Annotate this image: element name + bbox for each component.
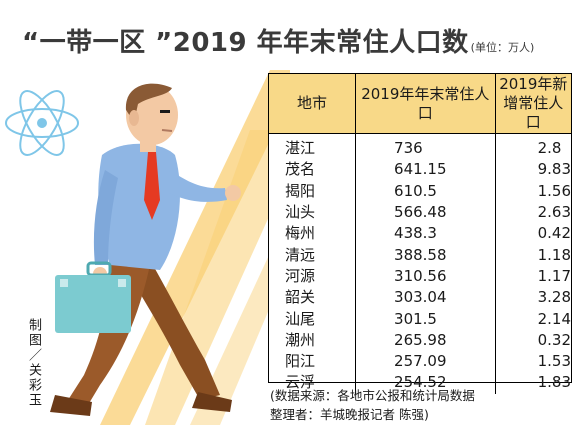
table-row: 阳江 257.09 1.53 [269, 350, 571, 373]
table-row: 梅州 438.3 0.42 [269, 223, 571, 245]
cell-increase: 2.8 [494, 133, 571, 160]
table-row: 揭阳 610.5 1.56 [269, 180, 571, 202]
cell-city: 韶关 [285, 288, 316, 307]
credit-text: 制图／关彩玉 [26, 318, 41, 408]
cell-city: 茂名 [285, 160, 316, 179]
cell-city: 河源 [285, 266, 316, 285]
atom-icon [5, 90, 79, 156]
cell-increase: 9.83 [494, 159, 571, 181]
cell-increase: 2.14 [494, 308, 571, 330]
source-line-1: (数据来源：各地市公报和统计局数据 [270, 388, 475, 403]
header-resident: 2019年年末常住人口 [355, 74, 496, 134]
cell-increase: 1.53 [494, 350, 571, 373]
cell-resident: 641.15 [355, 159, 496, 181]
cell-increase: 0.32 [494, 329, 571, 351]
cell-city: 汕头 [285, 203, 316, 222]
cell-resident: 438.3 [355, 223, 496, 245]
cell-city: 清远 [285, 245, 316, 264]
cell-city: 汕尾 [285, 309, 316, 328]
cell-resident: 610.5 [355, 180, 496, 202]
cell-resident: 736 [355, 133, 496, 160]
table-row: 云浮 254.52 1.83 [269, 372, 571, 394]
header-increase: 2019年新增常住人口 [494, 74, 571, 134]
table-row: 汕头 566.48 2.63 [269, 201, 571, 224]
cell-resident: 265.98 [355, 329, 496, 351]
cell-city: 潮州 [285, 330, 316, 349]
table-row: 清远 388.58 1.18 [269, 244, 571, 266]
cell-resident: 566.48 [355, 201, 496, 224]
cell-city: 阳江 [285, 352, 316, 371]
cell-increase: 2.63 [494, 201, 571, 224]
cell-city: 梅州 [285, 224, 316, 243]
cell-increase: 1.18 [494, 244, 571, 266]
table-row: 韶关 303.04 3.28 [269, 287, 571, 309]
cell-resident: 254.52 [355, 372, 496, 394]
cell-city: 湛江 [285, 139, 316, 158]
table-header-row: 地市 2019年年末常住人口 2019年新增常住人口 [269, 74, 571, 134]
table-row: 汕尾 301.5 2.14 [269, 308, 571, 330]
cell-increase: 3.28 [494, 287, 571, 309]
cell-increase: 1.17 [494, 265, 571, 288]
briefcase-icon [55, 261, 131, 333]
table-row: 茂名 641.15 9.83 [269, 159, 571, 181]
source-line-2: 整理者：羊城晚报记者 陈强) [270, 407, 429, 422]
cell-resident: 303.04 [355, 287, 496, 309]
page-title: “一带一区 ”2019 年年末常住人口数 (单位：万人) [22, 22, 534, 62]
walking-man-illustration [5, 70, 290, 425]
source-note: (数据来源：各地市公报和统计局数据 整理者：羊城晚报记者 陈强) [270, 386, 570, 424]
cell-increase: 1.83 [494, 372, 571, 394]
cell-resident: 257.09 [355, 350, 496, 373]
cell-increase: 1.56 [494, 180, 571, 202]
cell-increase: 0.42 [494, 223, 571, 245]
cell-resident: 310.56 [355, 265, 496, 288]
table-row: 河源 310.56 1.17 [269, 265, 571, 288]
cell-city: 揭阳 [285, 181, 316, 200]
header-city: 地市 [269, 74, 356, 134]
title-main: “一带一区 ”2019 年年末常住人口数 [22, 28, 469, 58]
table-row: 湛江 736 2.8 [269, 133, 571, 160]
man-figure [50, 83, 241, 416]
cell-resident: 301.5 [355, 308, 496, 330]
table-body: 湛江 736 2.8 茂名 641.15 9.83 揭阳 610.5 1.56 汕头 566.48 2… [269, 133, 571, 394]
title-unit: (单位：万人) [470, 41, 535, 54]
population-table: 地市 2019年年末常住人口 2019年新增常住人口 湛江 736 2.8 茂名 641… [268, 73, 572, 394]
cell-city: 云浮 [285, 373, 316, 392]
table-row: 潮州 265.98 0.32 [269, 329, 571, 351]
cell-resident: 388.58 [355, 244, 496, 266]
